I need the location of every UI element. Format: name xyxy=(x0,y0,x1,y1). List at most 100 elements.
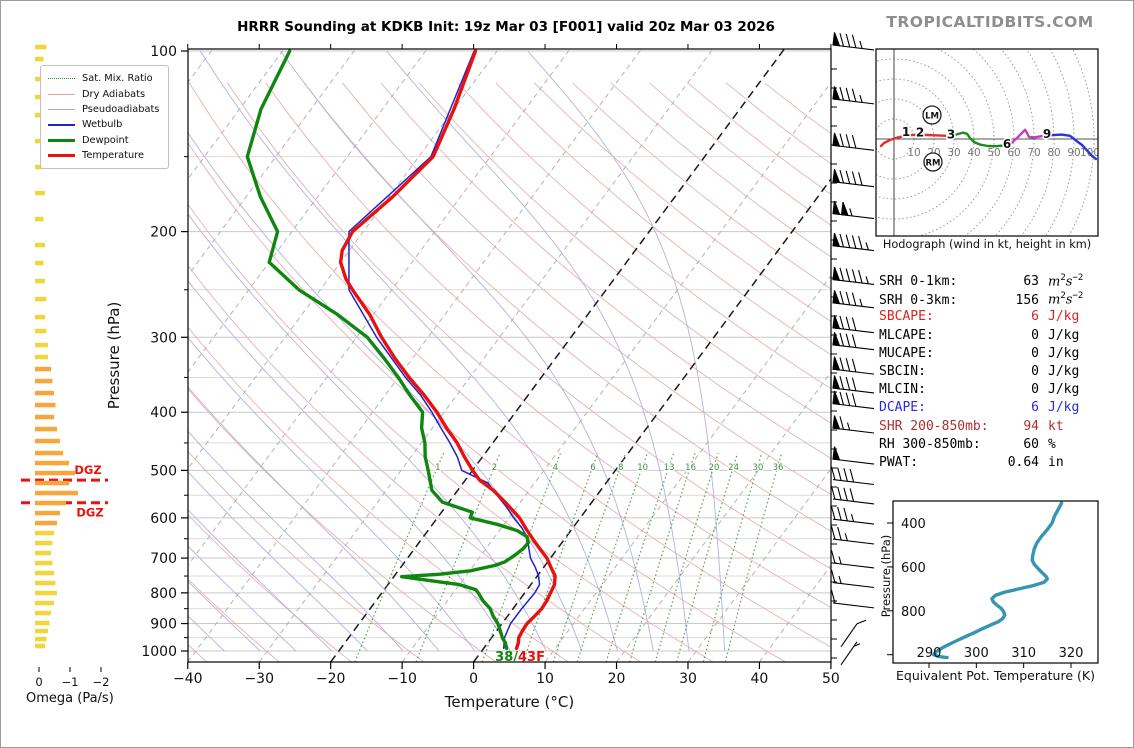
stat-value: 0 xyxy=(1031,363,1039,379)
surface-temp-label: 38/43F xyxy=(495,650,545,665)
stat-unit: J/kg xyxy=(1048,345,1080,361)
wind-barb-icon xyxy=(832,390,875,410)
dewpoint-curve xyxy=(245,49,530,651)
wind-barb-icon xyxy=(832,169,875,188)
svg-text:1000: 1000 xyxy=(141,644,177,660)
svg-text:−10: −10 xyxy=(387,671,417,687)
wind-barb-icon xyxy=(830,569,875,589)
stat-row: PWAT: 0.64 in xyxy=(879,455,1131,473)
stat-value: 6 xyxy=(1031,400,1039,416)
dgz-label: DGZ xyxy=(74,463,101,477)
legend-item-label: Dry Adiabats xyxy=(82,88,146,100)
legend-item: Wetbulb xyxy=(48,117,159,132)
wind-barb-icon xyxy=(832,32,875,51)
svg-text:16: 16 xyxy=(685,463,696,473)
legend-line-swatch-icon xyxy=(48,108,75,110)
legend-item-label: Dewpoint xyxy=(82,134,129,146)
svg-text:36: 36 xyxy=(773,463,784,473)
thetae-curve xyxy=(932,501,1064,660)
hodograph-height-label: 3 xyxy=(947,128,955,142)
stat-value: 0 xyxy=(1031,345,1039,361)
svg-text:−1: −1 xyxy=(62,675,79,689)
temperature-curve xyxy=(338,49,557,651)
stat-value: 94 xyxy=(1023,418,1039,434)
hodograph-trace-0-3km xyxy=(879,133,953,148)
legend-line-swatch-icon xyxy=(48,93,75,95)
wind-barb-icon xyxy=(832,415,875,434)
hodograph-trace-6-9km xyxy=(1009,128,1049,145)
legend-item-label: Wetbulb xyxy=(82,119,123,131)
wind-barb-icon xyxy=(832,446,875,465)
svg-text:1: 1 xyxy=(435,463,440,473)
svg-text:20: 20 xyxy=(608,671,626,687)
svg-text:30: 30 xyxy=(679,671,697,687)
stat-unit: J/kg xyxy=(1048,400,1080,416)
stat-row: MUCAPE: 0 J/kg xyxy=(879,346,1131,364)
hodograph-height-label: 1 xyxy=(902,125,910,139)
wind-barb-icon xyxy=(832,290,875,309)
wind-barb-icon xyxy=(840,641,861,666)
svg-text:50: 50 xyxy=(822,671,840,687)
hodograph-height-label: 6 xyxy=(1003,137,1011,151)
svg-text:30: 30 xyxy=(752,463,763,473)
wind-barb-icon xyxy=(830,590,875,609)
svg-text:6: 6 xyxy=(590,463,595,473)
stat-row: SHR 200-850mb: 94 kt xyxy=(879,419,1131,437)
svg-text:100: 100 xyxy=(150,44,177,60)
stat-row: SBCIN: 0 J/kg xyxy=(879,364,1131,382)
svg-text:−20: −20 xyxy=(316,671,346,687)
stat-label: SBCIN: xyxy=(879,363,926,379)
svg-text:−30: −30 xyxy=(244,671,274,687)
stat-label: SRH 0-3km: xyxy=(879,292,958,308)
wind-barb-icon xyxy=(840,619,867,648)
svg-text:290: 290 xyxy=(917,646,942,661)
legend-line-swatch-icon xyxy=(48,154,75,158)
svg-text:200: 200 xyxy=(150,225,177,241)
svg-text:13: 13 xyxy=(664,463,675,473)
stat-value: 0 xyxy=(1031,382,1039,398)
svg-text:300: 300 xyxy=(150,330,177,346)
legend-item: Sat. Mix. Ratio xyxy=(48,71,159,86)
wind-barb-icon xyxy=(832,375,875,394)
hodograph-trace-9-12km xyxy=(1045,133,1098,161)
thetae-panel: 290 300 310 320 400 600 800 xyxy=(887,500,1099,668)
stat-row: MLCIN: 0 J/kg xyxy=(879,382,1131,400)
svg-text:10: 10 xyxy=(536,671,554,687)
svg-text:40: 40 xyxy=(967,147,980,159)
legend-item-label: Sat. Mix. Ratio xyxy=(82,73,153,85)
svg-text:300: 300 xyxy=(964,646,989,661)
hodograph-panel: 10203040506070809010012369LMRM xyxy=(875,48,1099,237)
svg-text:20: 20 xyxy=(709,463,720,473)
hodograph-height-label: 9 xyxy=(1043,127,1051,141)
svg-text:400: 400 xyxy=(901,517,926,532)
svg-text:24: 24 xyxy=(728,463,739,473)
legend-item-label: Pseudoadiabats xyxy=(82,103,160,115)
stat-unit: kt xyxy=(1048,418,1064,434)
wind-barb-icon xyxy=(832,266,875,286)
svg-text:10: 10 xyxy=(907,147,920,159)
stat-value: 63 xyxy=(1023,274,1039,290)
svg-text:4: 4 xyxy=(553,463,558,473)
page-title: HRRR Sounding at KDKB Init: 19z Mar 03 [… xyxy=(237,19,775,35)
hodograph-caption: Hodograph (wind in kt, height in km) xyxy=(882,238,1092,251)
stat-value: 6 xyxy=(1031,309,1039,325)
stat-value: 0.64 xyxy=(1007,454,1039,470)
wind-barb-icon xyxy=(830,526,875,545)
wind-barb-icon xyxy=(832,200,875,220)
svg-text:30: 30 xyxy=(947,147,960,159)
svg-text:800: 800 xyxy=(901,605,926,620)
dgz-markers: DGZ DGZ xyxy=(21,463,108,520)
svg-text:600: 600 xyxy=(901,561,926,576)
svg-text:900: 900 xyxy=(150,617,177,633)
legend-box: Sat. Mix. Ratio Dry Adiabats Pseudoadiabat… xyxy=(40,65,170,170)
stat-row: MLCAPE: 0 J/kg xyxy=(879,328,1131,346)
stat-row: SBCAPE: 6 J/kg xyxy=(879,309,1131,327)
legend-item-label: Temperature xyxy=(82,150,145,162)
thetae-y-axis-label: Pressure (hPa) xyxy=(879,534,893,618)
legend-line-swatch-icon xyxy=(48,138,75,142)
stat-value: 60 xyxy=(1023,436,1039,452)
svg-text:0: 0 xyxy=(35,675,42,689)
